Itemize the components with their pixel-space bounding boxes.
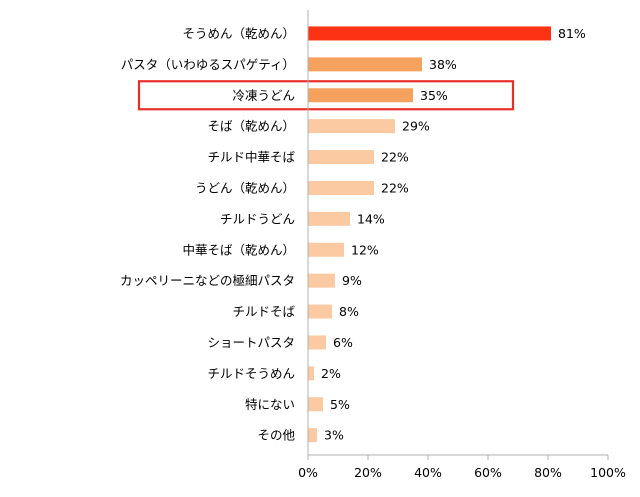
bar [308, 57, 422, 72]
data-label: 2% [321, 366, 341, 381]
data-label: 22% [381, 150, 409, 165]
bar [308, 26, 551, 41]
bar [308, 273, 335, 288]
data-label: 38% [429, 57, 457, 72]
bar [308, 428, 317, 443]
x-tick-label: 100% [590, 465, 626, 480]
bar [308, 119, 395, 134]
category-label: パスタ（いわゆるスパゲティ） [121, 57, 295, 72]
data-label: 29% [402, 119, 430, 134]
bar [308, 304, 332, 319]
category-label: そば（乾めん） [207, 119, 295, 134]
data-label: 22% [381, 180, 409, 195]
data-label: 14% [357, 211, 385, 226]
bar [308, 150, 374, 165]
data-label: 9% [342, 273, 362, 288]
category-label: チルドそば [232, 304, 295, 319]
category-label: ショートパスタ [207, 335, 295, 350]
bar [308, 88, 413, 103]
bar [308, 366, 314, 381]
data-label: 6% [333, 335, 353, 350]
x-tick-label: 60% [474, 465, 502, 480]
category-label: そうめん（乾めん） [182, 26, 295, 41]
category-label: チルドうどん [220, 211, 295, 226]
bar [308, 180, 374, 195]
data-label: 5% [330, 397, 350, 412]
data-label: 35% [420, 88, 448, 103]
bar [308, 335, 326, 350]
category-label: チルドそうめん [207, 366, 295, 381]
bar [308, 242, 344, 257]
x-tick-label: 0% [298, 465, 318, 480]
category-label: その他 [257, 428, 295, 443]
highlight-box [137, 80, 515, 111]
category-label: うどん（乾めん） [195, 180, 295, 195]
category-label: 特にない [245, 397, 295, 412]
data-label: 81% [558, 26, 586, 41]
x-tick-label: 20% [354, 465, 382, 480]
data-label: 3% [324, 428, 344, 443]
x-tick-label: 40% [414, 465, 442, 480]
data-label: 8% [339, 304, 359, 319]
data-label: 12% [351, 242, 379, 257]
category-label: 冷凍うどん [232, 88, 295, 103]
bar [308, 397, 323, 412]
x-tick-label: 80% [534, 465, 562, 480]
category-label: チルド中華そば [207, 150, 295, 165]
category-label: カッペリーニなどの極細パスタ [120, 273, 295, 288]
category-label: 中華そば（乾めん） [182, 242, 295, 257]
bar [308, 211, 350, 226]
